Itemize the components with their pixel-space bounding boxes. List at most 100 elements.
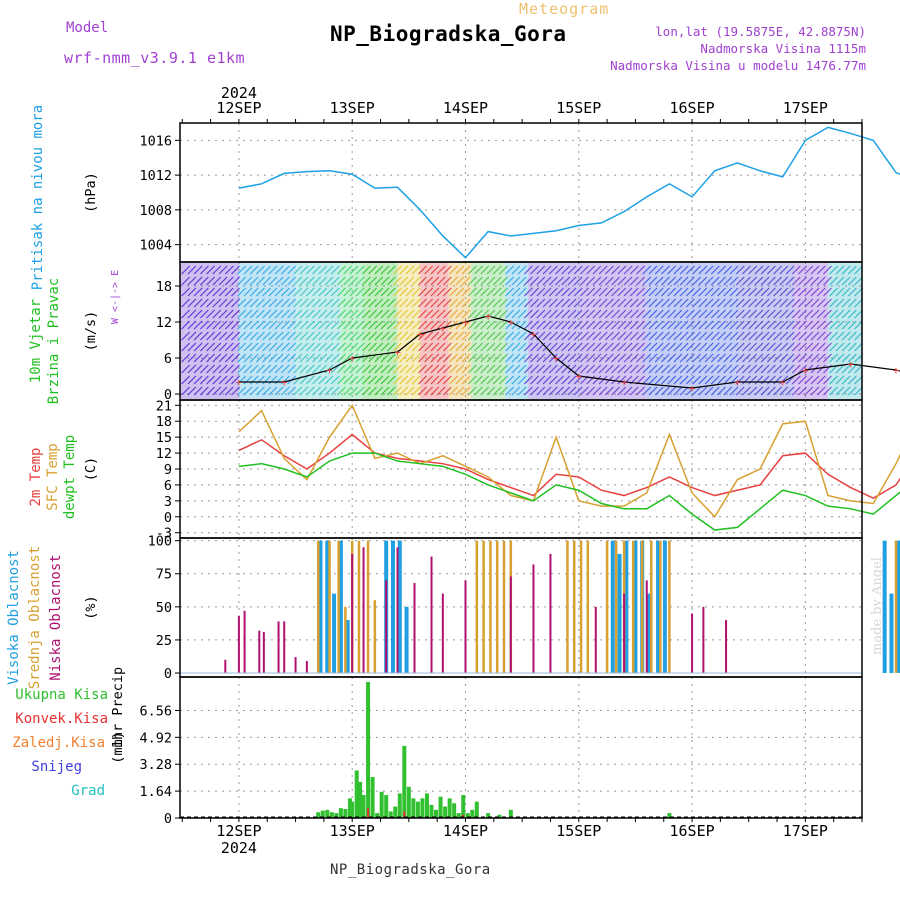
wind-arrow [199, 331, 209, 341]
cloud-bar-mid [640, 540, 644, 674]
wind-arrow [542, 364, 552, 374]
wind-arrow [654, 287, 664, 297]
wind-arrow [754, 342, 764, 352]
wind-arrow [548, 276, 558, 286]
wind-arrow [436, 287, 446, 297]
wind-arrow [405, 375, 415, 385]
wind-arrow [299, 287, 309, 297]
wind-arrow [642, 320, 652, 330]
wind-arrow [193, 342, 203, 352]
wind-arrow [249, 276, 259, 286]
wind-arrow [380, 265, 390, 275]
wind-arrow [343, 386, 353, 396]
wind-arrow [698, 353, 708, 363]
wind-arrow [561, 298, 571, 308]
wind-arrow [380, 364, 390, 374]
cloud-bar-mid [344, 606, 347, 674]
wind-arrow [623, 353, 633, 363]
wind-arrow [642, 364, 652, 374]
wind-arrow [330, 298, 340, 308]
wind-arrow [685, 320, 695, 330]
wind-arrow [467, 298, 477, 308]
wind-arrow [324, 309, 334, 319]
wind-arrow [280, 386, 290, 396]
wind-arrow [305, 309, 315, 319]
wind-arrow [442, 331, 452, 341]
wind-arrow [262, 375, 272, 385]
cloud-bar-low [532, 564, 535, 674]
cloud-bar-mid [894, 540, 898, 674]
wind-arrow [573, 265, 583, 275]
wind-arrow [798, 309, 807, 319]
wind-arrow [654, 375, 664, 385]
wind-arrow [847, 298, 857, 308]
wind-arrow [312, 265, 321, 275]
wind-arrow [791, 309, 801, 319]
temperature-line-2m [238, 433, 900, 500]
wind-arrow [729, 265, 739, 275]
wind-arrow [287, 342, 297, 352]
wind-arrow [773, 320, 783, 330]
cloud-bar-mid [495, 540, 499, 674]
wind-arrow [685, 375, 695, 385]
wind-arrow [598, 331, 608, 341]
wind-arrow [742, 276, 751, 286]
cloud-bar-low [623, 593, 626, 674]
wind-arrow [455, 386, 465, 396]
wind-arrow [548, 265, 558, 275]
wind-arrow [517, 342, 527, 352]
wind-arrow [841, 287, 851, 297]
wind-arrow [436, 276, 446, 286]
wind-arrow [642, 287, 652, 297]
wind-gust-marker: + [802, 364, 809, 377]
wind-arrow [685, 353, 695, 363]
wind-arrow [611, 353, 621, 363]
wind-arrow [810, 287, 820, 297]
wind-arrow [710, 386, 720, 396]
wind-arrow [405, 331, 415, 341]
wind-arrow [393, 375, 402, 385]
wind-arrow [399, 364, 409, 374]
wind-arrow [779, 298, 789, 308]
wind-arrow [305, 276, 315, 286]
wind-arrow [280, 298, 290, 308]
wind-arrow [735, 364, 745, 374]
wind-arrow [573, 320, 583, 330]
precip-bar [343, 808, 348, 818]
wind-arrow [673, 342, 683, 352]
wind-arrow [648, 276, 658, 286]
wind-arrow [324, 353, 334, 363]
wind-arrow [368, 342, 378, 352]
wind-arrow [636, 331, 645, 341]
wind-arrow [206, 309, 216, 319]
wind-arrow [386, 309, 396, 319]
wind-arrow [847, 309, 857, 319]
wind-arrow [280, 309, 290, 319]
precip-bar [338, 808, 343, 818]
wind-arrow [424, 309, 434, 319]
wind-arrow [791, 276, 801, 286]
wind-arrow [455, 331, 465, 341]
precip-bar [358, 781, 363, 818]
wind-arrow [673, 386, 683, 396]
wind-arrow [237, 298, 247, 308]
wind-arrow [361, 287, 371, 297]
wind-arrow [760, 331, 770, 341]
wind-arrow [380, 331, 390, 341]
bottom-date-tick-label: 14SEP [443, 822, 488, 840]
wind-arrow [679, 353, 689, 363]
wind-arrow [742, 265, 751, 275]
wind-arrow [617, 364, 627, 374]
wind-arrow [256, 375, 265, 385]
wind-arrow [511, 298, 521, 308]
wind-arrow [393, 287, 402, 297]
wind-arrow [511, 364, 521, 374]
wind-arrow [536, 353, 546, 363]
wind-band [295, 263, 341, 399]
cloud-bar-high [882, 540, 887, 674]
wind-arrow [380, 320, 390, 330]
wind-arrow [193, 364, 203, 374]
meteogram-label: Meteogram [519, 0, 610, 18]
wind-arrow [368, 375, 378, 385]
wind-arrow [249, 320, 259, 330]
